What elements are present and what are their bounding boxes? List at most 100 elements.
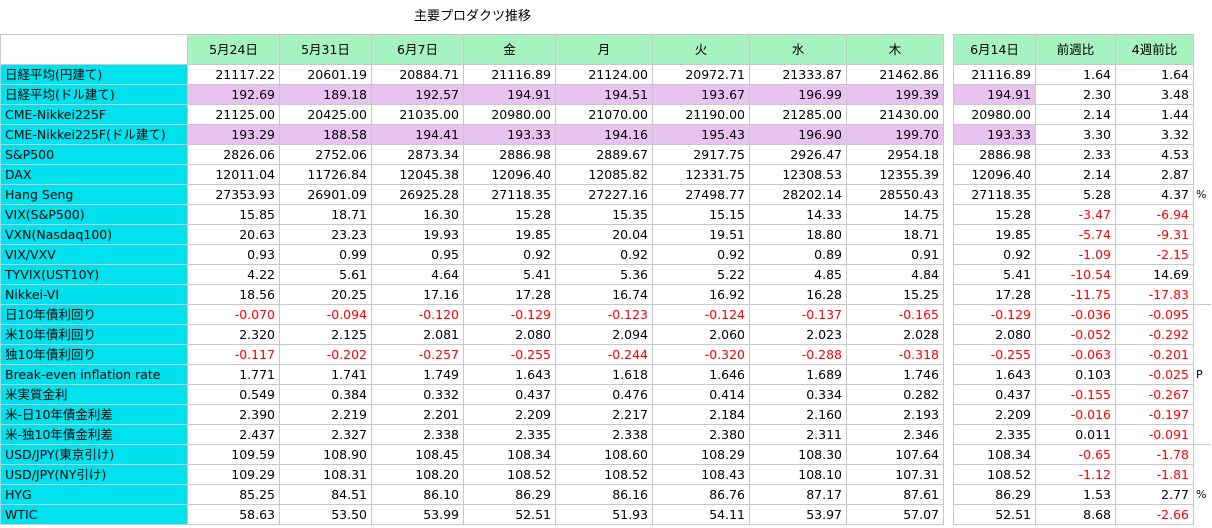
data-cell[interactable]: 86.16 <box>555 484 653 505</box>
data-cell[interactable]: -1.09 <box>1035 244 1116 265</box>
unit-cell[interactable] <box>1194 85 1211 105</box>
data-cell[interactable]: -9.31 <box>1115 224 1194 245</box>
data-cell[interactable]: 5.41 <box>953 264 1036 285</box>
data-cell[interactable]: 12096.40 <box>953 164 1036 185</box>
data-cell[interactable]: 5.22 <box>652 264 750 285</box>
data-cell[interactable]: 0.011 <box>1035 424 1116 445</box>
column-header[interactable]: 6月14日 <box>953 34 1036 65</box>
data-cell[interactable]: 3.48 <box>1115 84 1194 105</box>
data-cell[interactable]: 2.320 <box>187 324 280 345</box>
data-cell[interactable]: 2954.18 <box>846 144 944 165</box>
column-gap[interactable] <box>943 84 954 105</box>
data-cell[interactable]: 23.23 <box>279 224 372 245</box>
column-gap[interactable] <box>943 424 954 445</box>
row-label[interactable]: TYVIX(UST10Y) <box>0 264 188 285</box>
column-gap[interactable] <box>943 384 954 405</box>
data-cell[interactable]: 109.59 <box>187 444 280 465</box>
data-cell[interactable]: 108.90 <box>279 444 372 465</box>
data-cell[interactable]: 0.99 <box>279 244 372 265</box>
data-cell[interactable]: 85.25 <box>187 484 280 505</box>
data-cell[interactable]: 5.36 <box>555 264 653 285</box>
data-cell[interactable]: 2.380 <box>652 424 750 445</box>
data-cell[interactable]: 15.25 <box>846 284 944 305</box>
column-header[interactable]: 5月31日 <box>279 34 372 65</box>
data-cell[interactable]: 3.32 <box>1115 124 1194 145</box>
data-cell[interactable]: 2.184 <box>652 404 750 425</box>
data-cell[interactable]: 27118.35 <box>463 184 556 205</box>
data-cell[interactable]: 0.437 <box>953 384 1036 405</box>
data-cell[interactable]: 2.209 <box>463 404 556 425</box>
data-cell[interactable]: 2.327 <box>279 424 372 445</box>
data-cell[interactable]: 18.71 <box>846 224 944 245</box>
data-cell[interactable]: 2.437 <box>187 424 280 445</box>
data-cell[interactable]: 2917.75 <box>652 144 750 165</box>
data-cell[interactable]: 1.749 <box>371 364 464 385</box>
unit-cell[interactable] <box>1194 145 1211 165</box>
data-cell[interactable]: 0.89 <box>749 244 847 265</box>
data-cell[interactable]: 108.34 <box>953 444 1036 465</box>
data-cell[interactable]: 1.746 <box>846 364 944 385</box>
column-gap[interactable] <box>943 444 954 465</box>
data-cell[interactable]: -0.288 <box>749 344 847 365</box>
column-gap[interactable] <box>943 244 954 265</box>
unit-cell[interactable] <box>1194 325 1211 345</box>
data-cell[interactable]: 52.51 <box>463 504 556 525</box>
data-cell[interactable]: 5.61 <box>279 264 372 285</box>
data-cell[interactable]: 19.93 <box>371 224 464 245</box>
row-label[interactable]: VIX(S&P500) <box>0 204 188 225</box>
data-cell[interactable]: 0.103 <box>1035 364 1116 385</box>
data-cell[interactable]: -5.74 <box>1035 224 1116 245</box>
column-gap[interactable] <box>943 164 954 185</box>
data-cell[interactable]: 2.219 <box>279 404 372 425</box>
data-cell[interactable]: 4.37 <box>1115 184 1194 205</box>
data-cell[interactable]: -2.15 <box>1115 244 1194 265</box>
data-cell[interactable]: 2.125 <box>279 324 372 345</box>
unit-cell[interactable] <box>1193 444 1211 465</box>
unit-cell[interactable] <box>1194 165 1211 185</box>
data-cell[interactable]: 0.93 <box>187 244 280 265</box>
data-cell[interactable]: 0.332 <box>371 384 464 405</box>
data-cell[interactable]: 193.67 <box>652 84 750 105</box>
column-header[interactable]: 金 <box>463 34 556 65</box>
data-cell[interactable]: 108.43 <box>652 464 750 485</box>
data-cell[interactable]: 14.75 <box>846 204 944 225</box>
column-gap[interactable] <box>943 364 954 385</box>
data-cell[interactable]: 16.30 <box>371 204 464 225</box>
data-cell[interactable]: 4.85 <box>749 264 847 285</box>
data-cell[interactable]: 21117.22 <box>187 64 280 85</box>
data-cell[interactable]: 2.217 <box>555 404 653 425</box>
data-cell[interactable]: -0.129 <box>953 304 1036 325</box>
data-cell[interactable]: 2.094 <box>555 324 653 345</box>
row-label[interactable]: CME-Nikkei225F <box>0 104 188 125</box>
data-cell[interactable]: 19.51 <box>652 224 750 245</box>
data-cell[interactable]: 0.334 <box>749 384 847 405</box>
row-label[interactable]: 日経平均(ドル建て) <box>0 84 188 105</box>
data-cell[interactable]: 28202.14 <box>749 184 847 205</box>
corner-cell[interactable] <box>0 34 188 65</box>
data-cell[interactable]: -11.75 <box>1035 284 1116 305</box>
data-cell[interactable]: 108.31 <box>279 464 372 485</box>
unit-cell[interactable] <box>1194 205 1211 225</box>
data-cell[interactable]: 1.646 <box>652 364 750 385</box>
data-cell[interactable]: -0.255 <box>463 344 556 365</box>
data-cell[interactable]: 0.95 <box>371 244 464 265</box>
unit-cell[interactable] <box>1194 285 1211 305</box>
data-cell[interactable]: 108.29 <box>652 444 750 465</box>
data-cell[interactable]: 21190.00 <box>652 104 750 125</box>
data-cell[interactable]: 19.85 <box>953 224 1036 245</box>
data-cell[interactable]: 87.17 <box>749 484 847 505</box>
data-cell[interactable]: 1.643 <box>463 364 556 385</box>
data-cell[interactable]: 86.29 <box>953 484 1036 505</box>
data-cell[interactable]: -0.267 <box>1115 384 1194 405</box>
data-cell[interactable]: 20.63 <box>187 224 280 245</box>
data-cell[interactable]: 26925.28 <box>371 184 464 205</box>
data-cell[interactable]: 1.64 <box>1035 64 1116 85</box>
data-cell[interactable]: 12308.53 <box>749 164 847 185</box>
data-cell[interactable]: -0.123 <box>555 304 653 325</box>
data-cell[interactable]: 15.28 <box>463 204 556 225</box>
column-gap[interactable] <box>943 324 954 345</box>
data-cell[interactable]: 1.618 <box>555 364 653 385</box>
row-label[interactable]: 日10年債利回り <box>0 304 188 325</box>
data-cell[interactable]: 12355.39 <box>846 164 944 185</box>
data-cell[interactable]: -0.255 <box>953 344 1036 365</box>
